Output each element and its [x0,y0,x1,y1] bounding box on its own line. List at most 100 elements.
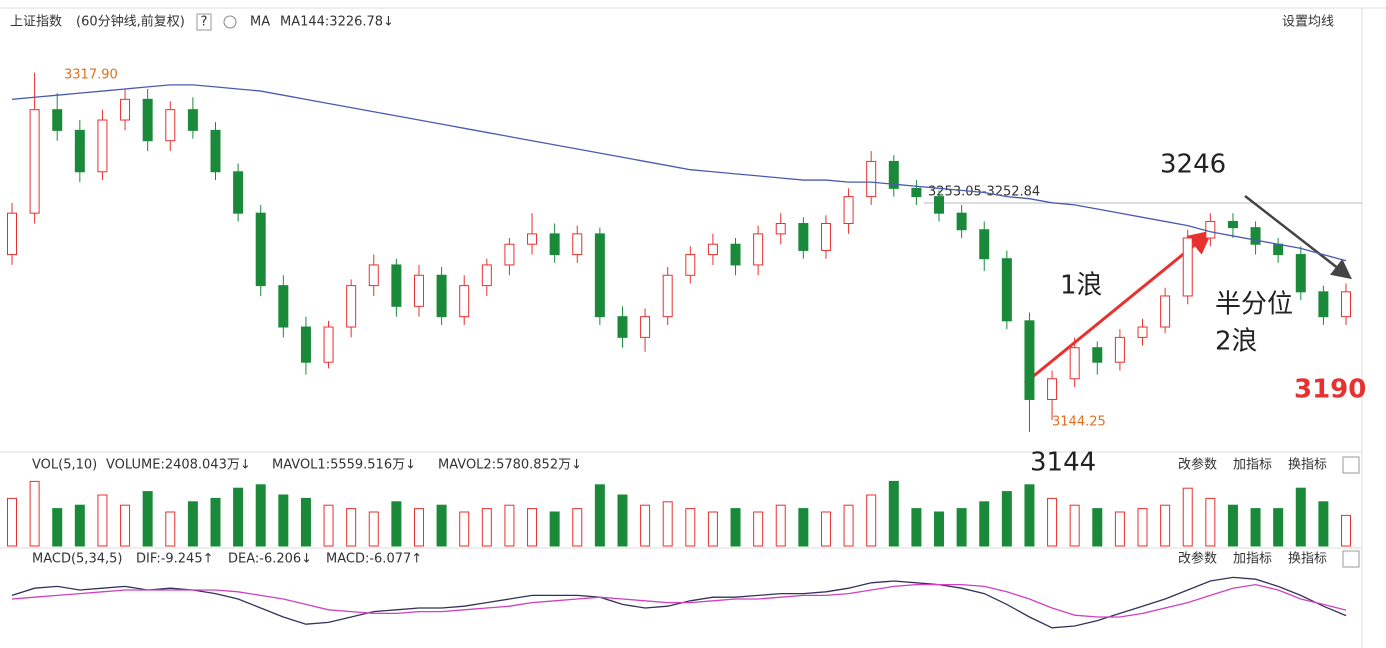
candle-body [481,264,492,287]
volume-bar [481,508,492,547]
candle-body [594,233,605,318]
macd-name: MACD(5,34,5) [32,552,122,567]
ma-line [11,84,1347,262]
candle-body [1092,347,1103,363]
volume-bar [798,508,809,547]
volume-bar [74,504,85,547]
candle-body [843,196,854,225]
help-box[interactable] [196,13,212,31]
settings-icon[interactable] [223,15,237,29]
candle-body [1182,237,1193,297]
close-button[interactable] [1342,550,1360,568]
candle-body [572,233,583,256]
volume-bar [1092,508,1103,547]
volume-bar [7,497,17,547]
volume-bar [1047,497,1058,547]
help[interactable]: ? [201,15,208,30]
volume-bar [1273,508,1284,547]
wave-arrow [1024,230,1213,385]
volume-bar [1318,501,1329,547]
annotation: 半分位 [1215,290,1293,320]
candle-body [413,274,424,307]
volume-bar [775,504,786,547]
candle-body [1295,254,1306,293]
ma-value: MA144:3226.78↓ [280,15,394,30]
volume-bar [640,504,651,547]
candle-body [753,233,764,266]
candle-body [934,196,945,214]
macd-dif: DIF:-9.245↑ [136,552,214,567]
volume-bar [142,491,153,547]
candle-body [979,229,990,260]
candle-body [888,160,899,189]
candle-body [300,326,311,363]
volume-bar [300,497,311,547]
button[interactable]: 改参数 [1178,551,1217,567]
candle-body [346,285,357,328]
close-button[interactable] [1342,456,1360,474]
volume-bar [436,504,447,547]
annotation: 1浪 [1060,271,1103,301]
candle-body [1137,326,1148,338]
dif-line [11,576,1347,629]
volume-bar [52,508,63,547]
volume-bar [210,497,221,547]
volume-bar [278,494,289,547]
candle-body [120,98,131,121]
volume-bar [685,508,696,547]
high-label: 3317.90 [64,68,118,83]
candle-body [617,316,628,338]
ma-label: MA [250,15,270,30]
volume-bar [413,508,424,547]
candle-body [1318,291,1329,318]
volume-bar [1137,508,1148,547]
volume-bar [1341,514,1351,547]
volume-bar [934,511,945,547]
volume-bar [120,504,131,547]
candle-body [707,243,718,256]
volume-bar [1227,504,1238,547]
candle-body [97,119,108,173]
index-name: 上证指数 [10,15,62,30]
volume-bar [911,508,922,547]
period: (60分钟线,前复权) [76,14,185,30]
annotation: 3144 [1030,448,1096,478]
candle-body [685,254,696,276]
candle-body [255,212,266,287]
low-label: 3144.25 [1052,415,1106,430]
volume-bar [730,508,741,547]
plot [7,72,1351,629]
candle-body [549,233,560,256]
candle-body [527,233,538,245]
candle-body [956,212,967,231]
settings-button[interactable]: 设置均线 [1282,15,1334,30]
button[interactable]: 改参数 [1178,457,1217,473]
volume-bar [617,494,628,547]
candle-body [436,274,447,318]
volume-bar [1001,491,1012,547]
annotation: 2浪 [1215,327,1258,357]
candle-body [1114,336,1125,363]
volume-bar [549,511,560,547]
volume-bar [368,511,379,547]
candle-body [278,285,289,328]
volume-bar [97,494,108,547]
button[interactable]: 换指标 [1288,552,1327,567]
candle-body [165,109,176,142]
button[interactable]: 换指标 [1288,458,1327,473]
volume-bar [255,484,266,547]
annotation: 3246 [1160,150,1226,180]
button[interactable]: 加指标 [1233,458,1272,473]
macd-value: MACD:-6.077↑ [326,552,422,567]
candle-body [662,274,673,318]
candle-body [1024,320,1035,400]
candle-body [7,212,17,256]
candle-body [730,243,741,266]
candle-body [1047,378,1058,400]
candle-body [368,264,379,287]
button[interactable]: 加指标 [1233,552,1272,567]
candle-body [911,187,922,198]
candle-body [323,326,334,363]
vol-volume: VOLUME:2408.043万↓ [106,458,251,473]
candle-body [504,243,515,266]
